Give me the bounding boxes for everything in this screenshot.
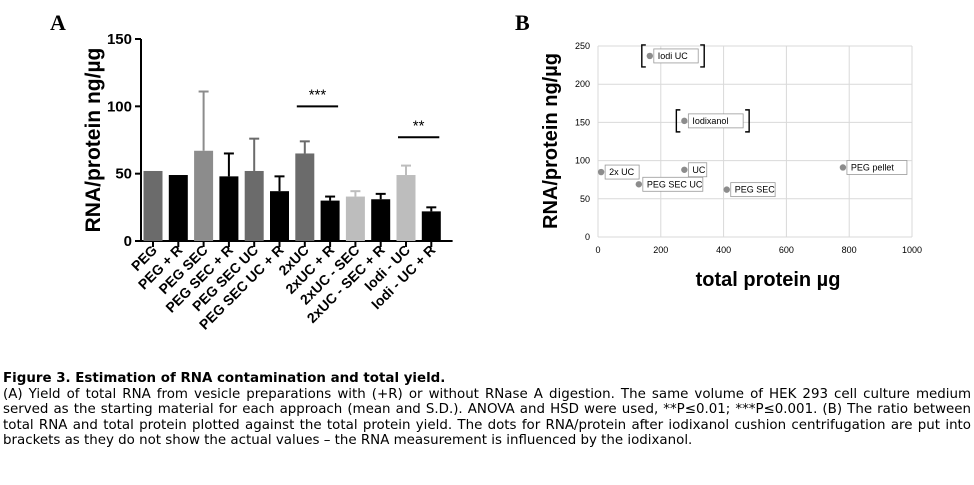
data-point [681, 117, 688, 125]
point-label-box [687, 162, 708, 178]
point-label: 2x UC [609, 167, 635, 177]
significance-label: ** [413, 117, 425, 134]
caption-body: (A) Yield of total RNA from vesicle prep… [3, 386, 971, 449]
point-label-box [604, 164, 640, 180]
bracket-right [700, 44, 705, 68]
bar [143, 170, 163, 241]
y-tick-label: 50 [115, 166, 132, 183]
figure-caption: Figure 3. Estimation of RNA contaminatio… [3, 371, 971, 449]
data-point [681, 166, 688, 173]
bar [270, 191, 289, 241]
y-axis-label: RNA/protein ng/µg [540, 53, 562, 229]
significance-label: *** [309, 86, 327, 103]
x-tick-label: 200 [653, 245, 668, 255]
x-tick-label: 0 [595, 245, 600, 255]
x-tick-label: 1000 [902, 245, 922, 255]
bar [371, 199, 391, 241]
bar [320, 200, 340, 241]
point-label-box [687, 113, 744, 129]
bar [396, 175, 416, 241]
y-tick-label: 100 [107, 98, 132, 115]
data-point [597, 168, 605, 176]
bracket-right [745, 109, 750, 133]
bar [219, 176, 239, 241]
scatter-chart-b: 0 50 100 150 200 250 0 200 400 600 800 1000 RNA/prot… [540, 41, 922, 291]
y-axis-label: RNA/protein ng/µg [82, 48, 105, 233]
bar [345, 196, 365, 241]
y-tick-label: 250 [575, 41, 590, 51]
point-label: PEG SEC [735, 185, 776, 195]
point-label-box [653, 48, 699, 64]
panel-b-label: B [515, 10, 530, 35]
data-point [839, 164, 847, 171]
y-tick-label: 200 [575, 79, 590, 89]
x-tick-label: 800 [842, 245, 857, 255]
point-label: UC [692, 165, 705, 175]
point-label: Iodixanol [692, 116, 728, 126]
y-tick-label: 150 [107, 31, 132, 48]
y-tick-label: 150 [575, 117, 590, 127]
data-point [646, 52, 654, 60]
point-label: PEG SEC UC [647, 179, 703, 189]
data-point [723, 186, 730, 193]
point-label-box [642, 176, 704, 192]
point-label: PEG pellet [851, 162, 895, 172]
y-tick-label: 0 [124, 233, 132, 250]
bar [295, 153, 315, 241]
bar [168, 175, 188, 241]
data-point [635, 181, 643, 188]
figure: A B 0 50 100 150 RNA/protein ng/µg PEG PEG + R… [50, 10, 922, 333]
y-tick-label: 50 [580, 194, 590, 204]
panel-a-label: A [50, 10, 66, 35]
x-tick-label: 400 [716, 245, 731, 255]
bracket-left [641, 44, 646, 68]
bracket-left [675, 109, 681, 133]
bar [194, 150, 214, 241]
x-tick-label: 600 [779, 245, 794, 255]
x-axis-label: total protein µg [696, 269, 841, 291]
point-label-box [730, 182, 776, 198]
bar [421, 211, 441, 241]
point-label: Iodi UC [658, 51, 689, 61]
y-tick-label: 100 [575, 156, 590, 166]
point-label-box [846, 160, 908, 175]
caption-title: Figure 3. Estimation of RNA contaminatio… [3, 371, 446, 386]
bar [244, 170, 264, 241]
y-tick-label: 0 [585, 232, 590, 242]
